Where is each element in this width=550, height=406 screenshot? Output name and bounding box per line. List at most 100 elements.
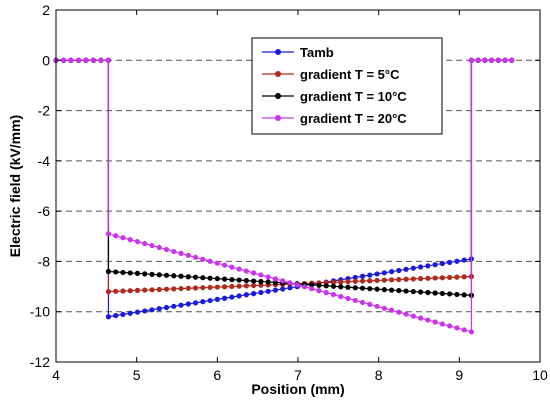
data-point (120, 311, 126, 318)
data-point (272, 279, 279, 286)
data-point (105, 231, 112, 237)
data-point (403, 276, 409, 282)
y-axis-title: Electric field (kV/mm) (7, 115, 23, 257)
data-point (338, 293, 344, 300)
data-point (221, 276, 228, 282)
data-point (68, 57, 74, 63)
data-point (287, 285, 293, 291)
data-point (221, 295, 228, 301)
data-point (287, 280, 293, 286)
data-point (207, 284, 213, 290)
data-point (200, 275, 206, 281)
legend: Tamb gradient T = 5°C gradient T = 10°C gra… (251, 37, 443, 135)
data-point (345, 295, 351, 302)
data-point (83, 57, 89, 63)
data-point (432, 262, 438, 268)
data-point (482, 57, 488, 63)
data-point (388, 277, 395, 283)
data-point (359, 273, 366, 279)
data-point (374, 286, 380, 292)
data-point (381, 287, 387, 293)
data-point (432, 290, 438, 296)
data-point (330, 283, 337, 289)
data-point (461, 327, 467, 333)
data-point (113, 233, 119, 239)
y-tick-label: -6 (38, 203, 51, 219)
data-point (134, 309, 141, 315)
data-point (265, 274, 271, 280)
data-point (236, 266, 242, 272)
data-point (200, 285, 206, 291)
data-point (185, 274, 191, 280)
data-point (461, 274, 467, 280)
data-point (127, 310, 133, 316)
data-point (200, 256, 206, 262)
data-point (192, 254, 199, 260)
data-point (207, 297, 213, 304)
data-point (439, 290, 445, 297)
data-point (403, 288, 409, 294)
data-point (243, 283, 249, 289)
data-point (171, 286, 177, 292)
data-point (447, 274, 453, 281)
data-point (149, 307, 155, 313)
data-point (243, 292, 249, 298)
data-point (396, 287, 402, 294)
data-point (134, 270, 141, 276)
data-point (439, 321, 445, 327)
data-point (156, 286, 162, 293)
data-point (323, 290, 329, 296)
data-point (156, 272, 162, 278)
data-point (258, 282, 264, 288)
data-point (163, 272, 170, 278)
data-point (265, 288, 271, 294)
data-point (113, 288, 119, 294)
data-point (156, 244, 162, 251)
data-point (447, 259, 453, 265)
data-point (309, 282, 315, 288)
x-axis-ticks: 4 5 6 7 8 9 10 (52, 10, 548, 383)
data-point (229, 264, 235, 270)
data-point (425, 289, 431, 296)
data-point (272, 287, 279, 293)
legend-swatch-marker (275, 93, 281, 99)
data-point (229, 294, 235, 300)
legend-label: gradient T = 20°C (300, 111, 407, 126)
data-point (367, 286, 373, 292)
data-point (388, 269, 395, 275)
y-tick-label: -8 (38, 253, 51, 269)
data-point (120, 269, 126, 276)
data-point (418, 289, 424, 295)
data-point (258, 278, 264, 285)
data-point (192, 300, 199, 306)
data-point (251, 270, 257, 276)
data-point (90, 57, 97, 63)
data-point (105, 314, 112, 320)
data-point (105, 57, 112, 63)
data-point (509, 57, 515, 63)
data-point (251, 291, 257, 297)
legend-swatch-marker (275, 49, 281, 55)
data-point (309, 286, 315, 292)
data-point (113, 312, 119, 319)
series-layer (53, 57, 515, 335)
data-point (280, 286, 286, 292)
data-point (454, 258, 460, 264)
data-point (127, 270, 133, 276)
data-point (163, 286, 170, 292)
data-point (388, 287, 395, 293)
legend-label: Tamb (300, 45, 334, 60)
data-point (330, 279, 337, 285)
data-point (178, 250, 184, 256)
data-point (142, 240, 148, 247)
y-tick-label: -2 (38, 103, 51, 119)
data-point (461, 292, 467, 298)
data-point (149, 242, 155, 249)
data-point (338, 279, 344, 285)
data-point (352, 297, 358, 304)
x-tick-label: 7 (294, 367, 302, 383)
data-point (243, 277, 249, 284)
data-point (425, 275, 431, 281)
data-point (316, 282, 322, 288)
data-point (381, 305, 387, 311)
